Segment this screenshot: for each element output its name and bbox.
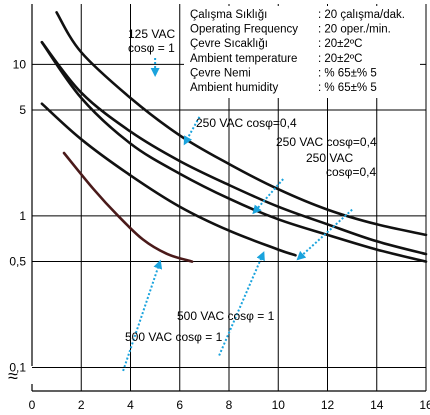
y-tick-label: 10 (13, 57, 27, 71)
y-tick-label: 5 (19, 103, 26, 117)
condition-value: : 20±2ºC (318, 53, 362, 65)
condition-value: : % 65±% 5 (318, 82, 377, 94)
x-tick-label: 16 (419, 398, 430, 412)
annotation-6: 500 VAC cosφ = 1 (122, 259, 223, 372)
annotation-2: 250 VAC cosφ=0,4 (183, 116, 297, 146)
x-tick-label: 10 (272, 398, 286, 412)
axes: ≈0 2 4 6 8 10 12 14 16 0,1 0,5 1 5 10 (8, 4, 430, 412)
annotation-label: 125 VAC (128, 27, 175, 41)
x-tick-label: 14 (370, 398, 384, 412)
series-line-1 (55, 11, 428, 237)
annotation-label: 500 VAC cosφ = 1 (177, 309, 275, 323)
annotation-label: 250 VAC (306, 151, 353, 165)
series-line-3 (40, 40, 428, 263)
x-tick-label: 0 (29, 398, 36, 412)
condition-label: Çalışma Sıklığı (190, 9, 267, 21)
annotation-arrow (218, 251, 265, 356)
x-tick-label: 4 (127, 398, 134, 412)
condition-label: Operating Frequency (190, 24, 298, 36)
conditions-background (184, 6, 420, 98)
condition-label: Çevre Sıcaklığı (190, 38, 268, 50)
y-tick-label: 0,5 (9, 255, 26, 269)
series-line-2 (40, 40, 428, 256)
condition-label: Çevre Nemi (190, 67, 251, 79)
series-group (40, 11, 428, 263)
axis-break-symbol: ≈ (8, 366, 18, 386)
annotation-arrow (122, 259, 163, 372)
series-line-4 (40, 102, 297, 257)
annotation-label: 250 VAC cosφ=0,4 (276, 135, 377, 149)
test-conditions: Çalışma Sıklığı : 20 çalışma/dak. Operatin… (184, 6, 420, 98)
y-tick-label: 1 (19, 209, 26, 223)
annotation-arrow (183, 116, 201, 146)
annotation-label: 500 VAC cosφ = 1 (125, 330, 223, 344)
annotation-label: cosφ = 1 (128, 41, 175, 55)
annotation-label: cosφ=0,4 (326, 165, 376, 179)
annotation-3: 250 VAC cosφ=0,4 (252, 135, 377, 215)
condition-value: : % 65±% 5 (318, 67, 377, 79)
y-tick-label: 0,1 (9, 361, 26, 375)
x-tick-label: 2 (78, 398, 85, 412)
x-tick-label: 12 (321, 398, 335, 412)
condition-value: : 20 oper./min. (318, 24, 391, 36)
annotation-5: 500 VAC cosφ = 1 (177, 251, 275, 356)
annotation-label: 250 VAC cosφ=0,4 (196, 116, 297, 130)
x-tick-label: 6 (176, 398, 183, 412)
series-line-5 (62, 151, 194, 263)
condition-value: : 20 çalışma/dak. (318, 9, 405, 21)
annotation-arrow (252, 178, 284, 215)
condition-value: : 20±2ºC (318, 38, 362, 50)
x-tick-label: 8 (226, 398, 233, 412)
condition-label: Ambient humidity (190, 82, 278, 94)
annotation-arrow (296, 208, 353, 261)
condition-label: Ambient temperature (190, 53, 297, 65)
